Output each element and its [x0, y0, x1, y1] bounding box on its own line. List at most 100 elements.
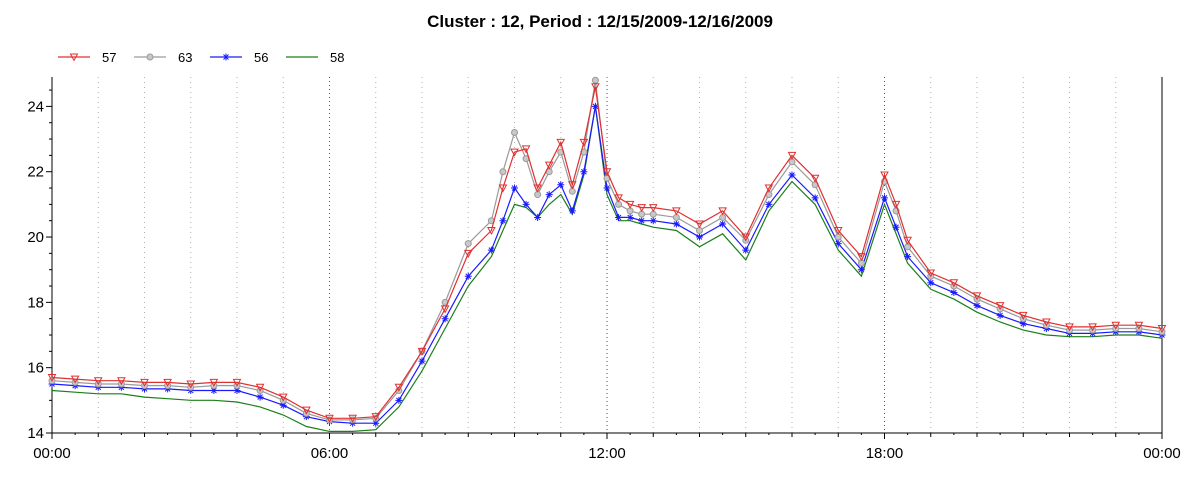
data-point-57: [764, 184, 774, 193]
data-point-57: [625, 200, 635, 209]
data-point-57: [672, 207, 681, 216]
data-point-57: [591, 83, 600, 92]
data-point-56: [256, 393, 264, 401]
data-point-57: [741, 233, 751, 242]
data-point-57: [810, 174, 820, 183]
data-point-57: [637, 204, 647, 213]
data-point-57: [255, 383, 265, 392]
data-point-57: [579, 138, 589, 147]
data-point-57: [1088, 323, 1097, 332]
data-point-57: [1042, 318, 1051, 327]
data-point-57: [787, 151, 797, 160]
x-tick-label: 06:00: [311, 445, 349, 462]
data-point-57: [348, 414, 357, 423]
data-point-56: [395, 396, 403, 404]
data-point-57: [394, 383, 404, 392]
data-point-56: [511, 184, 518, 192]
data-point-56: [557, 181, 565, 189]
x-tick-label: 00:00: [1143, 445, 1181, 462]
data-point-63: [511, 129, 518, 137]
data-point-56: [672, 220, 680, 228]
data-point-57: [487, 227, 496, 236]
data-point-56: [418, 357, 426, 365]
data-point-57: [47, 373, 57, 383]
data-point-56: [626, 213, 634, 221]
data-point-56: [210, 387, 218, 395]
data-point-57: [1065, 323, 1074, 332]
data-point-57: [521, 145, 531, 154]
data-point-56: [765, 200, 773, 208]
data-point-57: [186, 380, 196, 389]
data-point-57: [93, 377, 103, 386]
data-point-57: [417, 347, 427, 356]
data-point-57: [278, 393, 288, 402]
data-point-56: [441, 315, 449, 323]
data-point-57: [602, 168, 612, 177]
data-point-57: [1134, 321, 1144, 330]
data-point-56: [603, 184, 611, 192]
data-point-56: [788, 171, 796, 179]
data-point-56: [545, 191, 553, 199]
data-point-56: [811, 194, 819, 202]
data-point-56: [638, 217, 646, 225]
series-line-57: [51, 86, 1163, 419]
data-point-57: [232, 378, 242, 387]
data-point-56: [892, 223, 900, 231]
data-point-56: [696, 233, 703, 241]
y-tick-label: 14: [27, 425, 44, 442]
data-point-57: [209, 378, 219, 387]
data-point-57: [510, 148, 519, 157]
y-tick-label: 22: [27, 164, 44, 181]
data-point-57: [972, 292, 982, 301]
y-tick-label: 20: [27, 229, 44, 246]
data-point-56: [1019, 320, 1027, 328]
data-point-57: [556, 138, 566, 147]
legend-marker-63: [146, 53, 154, 61]
data-point-56: [950, 289, 958, 297]
data-point-57: [833, 227, 843, 236]
data-point-56: [857, 266, 865, 274]
data-point-56: [464, 272, 472, 280]
data-point-57: [1111, 321, 1121, 330]
data-point-56: [996, 311, 1004, 319]
data-point-57: [163, 378, 172, 387]
data-point-56: [881, 194, 888, 202]
data-point-63: [499, 168, 507, 176]
y-tick-label: 24: [27, 98, 44, 115]
y-tick-label: 16: [27, 360, 44, 377]
y-tick-label: 18: [27, 294, 44, 311]
data-point-57: [463, 249, 473, 258]
data-point-57: [1157, 324, 1167, 334]
data-point-57: [70, 375, 80, 384]
legend-marker-56: [222, 53, 230, 61]
data-point-57: [880, 171, 889, 180]
legend-marker-57: [69, 53, 79, 62]
data-point-57: [891, 200, 901, 209]
x-tick-label: 00:00: [33, 445, 71, 462]
data-point-56: [927, 279, 935, 287]
data-point-56: [487, 246, 495, 254]
data-point-57: [926, 269, 936, 278]
x-tick-label: 18:00: [866, 445, 904, 462]
chart-title: Cluster : 12, Period : 12/15/2009-12/16/…: [427, 12, 773, 31]
data-point-56: [279, 401, 287, 409]
data-point-57: [567, 181, 577, 190]
data-point-63: [464, 240, 472, 248]
data-point-56: [580, 168, 588, 176]
plot-area: [52, 77, 1162, 433]
legend-label-63: 63: [178, 50, 192, 65]
data-point-56: [719, 220, 727, 228]
data-point-56: [834, 240, 842, 248]
legend-label-57: 57: [102, 50, 116, 65]
data-point-57: [949, 279, 959, 288]
data-point-63: [591, 76, 599, 84]
legend-label-56: 56: [254, 50, 268, 65]
data-point-56: [615, 213, 623, 221]
data-point-57: [1018, 311, 1028, 320]
data-point-57: [371, 413, 381, 422]
data-point-57: [995, 302, 1005, 311]
data-point-56: [591, 102, 599, 110]
data-point-57: [544, 161, 554, 170]
